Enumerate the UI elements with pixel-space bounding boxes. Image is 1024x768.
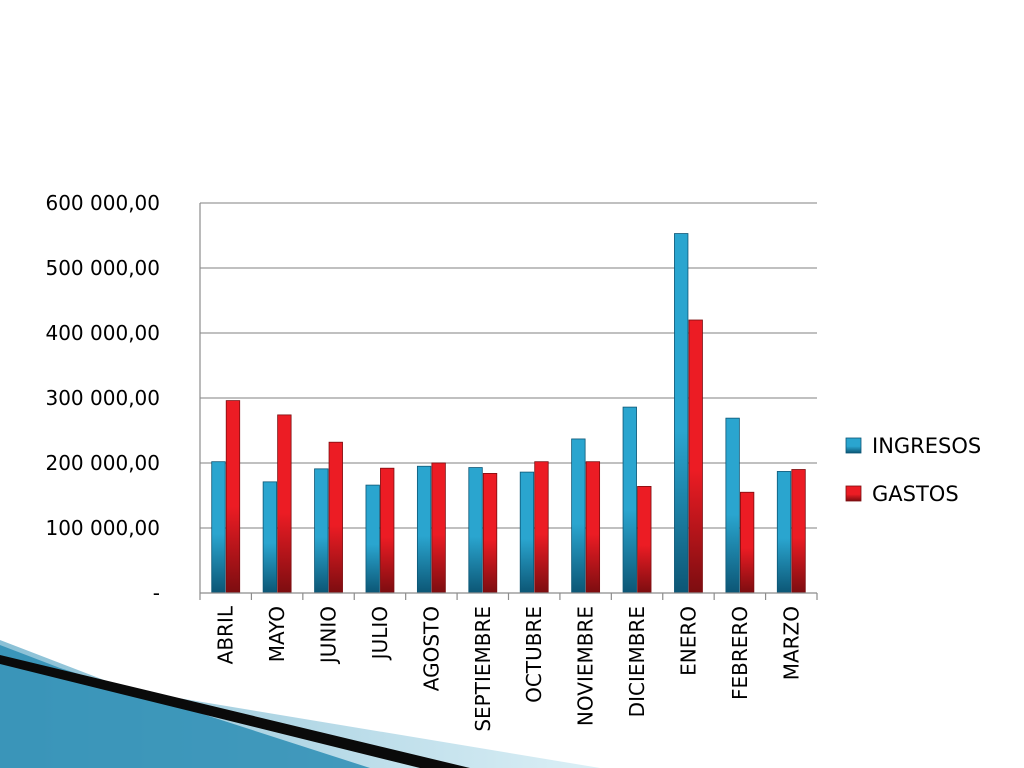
- x-tick-label: OCTUBRE: [522, 606, 546, 703]
- gastos-bar: [482, 472, 498, 594]
- ingresos-bar: [211, 461, 226, 594]
- y-tick-label: 300 000,00: [45, 386, 160, 410]
- x-tick-label: ENERO: [676, 606, 700, 676]
- legend-swatch-gastos: [845, 485, 862, 502]
- ingresos-bar: [622, 406, 637, 594]
- decor-blue-band: [0, 645, 370, 768]
- x-tick-label: FEBRERO: [728, 606, 752, 700]
- bars: [211, 233, 806, 594]
- gastos-bar: [585, 461, 601, 594]
- x-tick-label: SEPTIEMBRE: [471, 606, 495, 732]
- corner-decoration: [0, 640, 600, 768]
- y-tick-label: 400 000,00: [45, 321, 160, 345]
- x-axis-labels: ABRIL MAYO JUNIO JULIO AGOSTO SEPTIEMBRE OCTUB…: [214, 605, 804, 732]
- gastos-bar: [277, 414, 292, 594]
- gridlines: [200, 202, 817, 529]
- legend-label-gastos: GASTOS: [872, 482, 959, 506]
- y-tick-label: -: [153, 581, 160, 605]
- y-tick-label: 600 000,00: [45, 191, 160, 215]
- ingresos-bar: [314, 468, 329, 594]
- ingresos-bar: [365, 484, 380, 594]
- decor-black-stripe: [0, 655, 470, 768]
- y-tick-label: 200 000,00: [45, 451, 160, 475]
- gastos-bar: [328, 441, 343, 594]
- ingresos-bar: [571, 438, 586, 594]
- legend-swatch-ingresos: [845, 437, 862, 454]
- ingresos-bar: [519, 471, 535, 594]
- x-tick-label: MAYO: [265, 606, 289, 662]
- gastos-bar: [225, 400, 241, 594]
- gastos-bar: [791, 469, 806, 594]
- gastos-bar: [688, 319, 703, 594]
- x-tick-label: MARZO: [779, 606, 803, 680]
- ingresos-bar: [468, 467, 483, 594]
- y-axis-labels: - 100 000,00 200 000,00 300 000,00 400 000,0…: [45, 191, 160, 605]
- x-tick-label: NOVIEMBRE: [574, 606, 598, 726]
- x-tick-label: JUNIO: [317, 606, 341, 665]
- axes: [199, 203, 818, 600]
- x-tick-label: JULIO: [368, 606, 392, 661]
- x-tick-label: ABRIL: [214, 605, 238, 664]
- legend-label-ingresos: INGRESOS: [872, 434, 981, 458]
- gastos-bar: [739, 491, 755, 594]
- x-tick-label: AGOSTO: [419, 606, 443, 691]
- ingresos-bar: [725, 417, 740, 594]
- ingresos-bar: [416, 465, 432, 594]
- ingresos-bar: [262, 481, 278, 594]
- gastos-bar: [637, 485, 652, 594]
- gastos-bar: [534, 461, 549, 594]
- y-tick-label: 100 000,00: [45, 516, 160, 540]
- legend: INGRESOS GASTOS: [845, 434, 981, 506]
- gastos-bar: [431, 462, 446, 594]
- ingresos-bar: [674, 233, 689, 594]
- x-tick-label: DICIEMBRE: [625, 606, 649, 717]
- y-tick-label: 500 000,00: [45, 256, 160, 280]
- ingresos-bar: [776, 471, 792, 594]
- gastos-bar: [380, 467, 395, 594]
